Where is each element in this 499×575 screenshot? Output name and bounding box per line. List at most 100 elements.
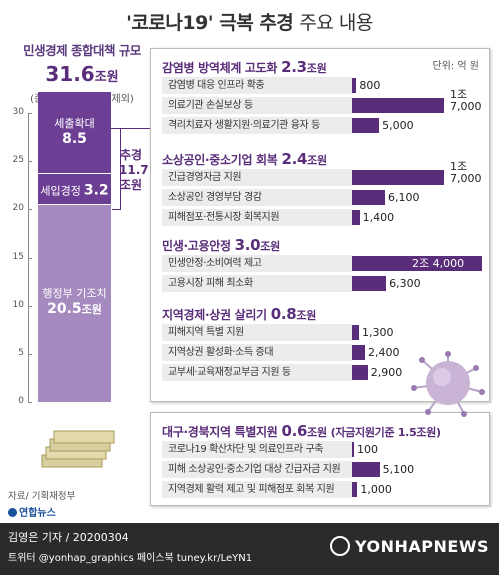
bar-row: 민생안정·소비여력 제고 2조 4,000 — [162, 255, 482, 272]
bar-value: 1조 7,000 — [450, 161, 482, 185]
bar — [352, 462, 380, 477]
y-tick-mark — [28, 402, 32, 403]
bar — [352, 276, 387, 291]
y-tick-mark — [28, 113, 32, 114]
y-tick-mark — [28, 305, 32, 307]
bar-row: 의료기관 손실보상 등 1조 7,000 — [162, 89, 482, 114]
bar-value: 1,400 — [362, 211, 395, 224]
bar-value: 1,300 — [362, 326, 394, 339]
bar-row: 지역상권 활성화·소득 증대 2,400 — [162, 344, 480, 361]
source-note: 자료/ 기획재정부 — [8, 491, 76, 502]
section-unit: 조원 — [260, 240, 280, 253]
stack-segment: 세출확대 8.5 — [38, 91, 111, 174]
bar-row: 지역경제 활력 제고 및 피해점포 회복 지원 1,000 — [162, 481, 480, 498]
bar-label: 지역상권 활성화·소득 증대 — [162, 344, 352, 361]
y-tick-mark — [28, 353, 32, 355]
stack-segment: 세입경정 3.2 — [38, 173, 111, 205]
social-line: 트위터 @yonhap_graphics 페이스북 tuney.kr/LeYN1 — [8, 553, 253, 564]
bar — [352, 482, 358, 497]
y-tick-label: 10 — [12, 299, 24, 310]
bar-label: 격리치료자 생활지원·의료기관 융자 등 — [162, 117, 352, 134]
bar-label: 의료기관 손실보상 등 — [162, 97, 352, 114]
y-tick-label: 5 — [18, 347, 24, 358]
left-panel-total: 31.6조원 — [8, 62, 156, 86]
bar-value: 2,900 — [370, 366, 403, 379]
bar-value: 6,100 — [388, 191, 420, 204]
total-value: 31.6 — [45, 62, 95, 86]
segment-text: 세입경정 3.2 — [38, 179, 111, 198]
brand-logo: YONHAPNEWS — [330, 536, 489, 556]
bar — [352, 325, 360, 340]
section-title: 민생·고용안정 3.0조원 — [162, 236, 280, 254]
section-subnote: (자금지원기준 1.5조원) — [330, 426, 441, 439]
bar-value: 2조 4,000 — [412, 257, 465, 270]
bar-row: 교부세·교육재정교부금 지원 등 2,900 — [162, 364, 480, 381]
segment-value: 3.2 — [83, 182, 109, 199]
title-main: '코로나19' 극복 추경 — [126, 12, 294, 34]
bar-row: 피해점포·전통시장 회복지원 1,400 — [162, 209, 480, 226]
bar-row: 피해 소상공인·중소기업 대상 긴급자금 지원 5,100 — [162, 461, 480, 478]
bar-label: 긴급경영자금 지원 — [162, 169, 352, 186]
segment-unit: 조원 — [81, 303, 102, 317]
bar-row: 코로나19 확산차단 및 의료인프라 구축 100 — [162, 441, 480, 458]
bar-label: 교부세·교육재정교부금 지원 등 — [162, 364, 352, 381]
bar-label: 지역경제 활력 제고 및 피해점포 회복 지원 — [162, 481, 352, 498]
segment-label: 세출확대 — [54, 116, 95, 130]
bar-label: 코로나19 확산차단 및 의료인프라 구축 — [162, 441, 352, 458]
segment-value: 20.5조원 — [47, 301, 102, 318]
section-title: 대구·경북지역 특별지원 0.6조원 (자금지원기준 1.5조원) — [162, 422, 441, 440]
logo-icon — [8, 508, 17, 517]
bar-label: 민생안정·소비여력 제고 — [162, 255, 352, 272]
bar-label: 감염병 대응 인프라 확충 — [162, 77, 352, 94]
bar-value: 800 — [359, 79, 381, 92]
bar-value: 1,000 — [360, 483, 392, 496]
units-label: 단위: 억 원 — [432, 61, 479, 72]
y-tick-label: 20 — [12, 203, 24, 214]
bar-value: 6,300 — [389, 277, 421, 290]
bar — [352, 210, 360, 225]
y-tick-mark — [28, 257, 32, 259]
title-light: 주요 내용 — [299, 12, 373, 34]
bar-row: 감염병 대응 인프라 확충 800 — [162, 77, 480, 94]
segment-value: 8.5 — [62, 130, 87, 147]
segment-label: 세입경정 — [40, 184, 81, 198]
bar-value: 100 — [357, 443, 378, 456]
y-tick-mark — [28, 209, 32, 211]
section-title: 지역경제·상권 살리기 0.8조원 — [162, 305, 316, 323]
bar-value: 1조 7,000 — [450, 89, 482, 113]
section-name: 소상공인·중소기업 회복 — [162, 153, 278, 167]
section-unit: 조원 — [307, 154, 327, 167]
y-tick-label: 0 — [18, 396, 24, 406]
connector-line — [111, 128, 151, 129]
bar — [352, 190, 386, 205]
section-unit: 조원 — [307, 426, 327, 439]
bar — [352, 170, 445, 185]
bracket-unit: 조원 — [119, 178, 143, 192]
money-illustration — [41, 430, 115, 468]
section-title: 소상공인·중소기업 회복 2.4조원 — [162, 150, 327, 168]
bar — [352, 442, 354, 457]
bracket-value: 11.7 — [119, 163, 149, 177]
bar — [352, 345, 365, 360]
y-tick-label: 30 — [12, 107, 24, 117]
section-unit: 조원 — [296, 309, 317, 322]
supplementary-label: 추경 11.7 조원 — [119, 148, 149, 193]
bar-row: 고용시장 피해 최소화 6,300 — [162, 275, 480, 292]
bar — [352, 256, 482, 271]
bar-value: 2,400 — [368, 346, 400, 359]
bar-label: 고용시장 피해 최소화 — [162, 275, 352, 292]
bar-value-line1: 1조 — [450, 160, 468, 173]
stack-segment: 행정부 기조치 20.5조원 — [38, 204, 111, 402]
section-amount: 3.0 — [234, 236, 261, 254]
y-tick-label: 25 — [12, 155, 24, 166]
bar-value-line2: 7,000 — [450, 100, 482, 113]
section-name: 감염병 방역체계 고도화 — [162, 61, 278, 75]
bar — [352, 365, 368, 380]
bar — [352, 118, 380, 133]
total-unit: 조원 — [94, 70, 119, 85]
section-name: 민생·고용안정 — [162, 239, 231, 253]
segment-text: 행정부 기조치 20.5조원 — [38, 285, 111, 317]
brand-mark-icon — [330, 536, 350, 556]
segment-label: 행정부 기조치 — [42, 287, 107, 301]
y-tick-label: 15 — [12, 251, 24, 262]
